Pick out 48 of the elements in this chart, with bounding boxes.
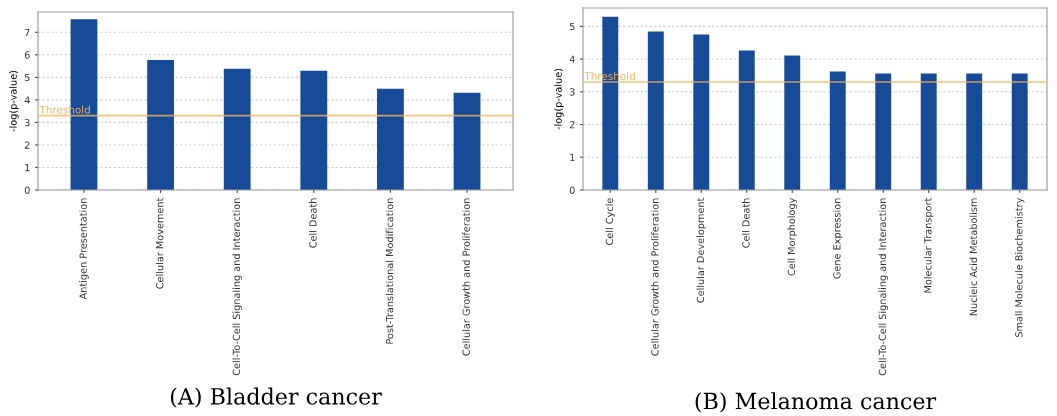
- y-tick-label: 7: [24, 28, 30, 36]
- y-tick-label: 0: [569, 186, 575, 194]
- bar: [693, 34, 710, 190]
- y-tick-label: 1: [25, 164, 30, 172]
- x-tick-label: Cellular Growth and Proliferation: [651, 198, 659, 356]
- bar: [738, 50, 755, 190]
- x-tick-label: Antigen Presentation: [79, 198, 89, 300]
- text: (B) Melanoma cancer: [695, 392, 937, 413]
- y-tick-label: 0: [24, 186, 30, 194]
- bar: [223, 68, 251, 190]
- y-tick-label: 3: [569, 88, 575, 96]
- x-tick-label: Small Molecule Biochemistry: [1015, 197, 1025, 337]
- x-tick-label: Cellular Development: [696, 197, 706, 303]
- x-tick-label: Cell-To-Cell Signaling and Interaction: [232, 198, 242, 376]
- y-tick-label: 4: [24, 96, 30, 104]
- x-tick-label: Cell-To-Cell Signaling and Interaction: [878, 198, 888, 376]
- y-tick-label: 2: [24, 141, 30, 149]
- x-tick-label: Cell Death: [742, 198, 750, 248]
- x-tick-label: Cellular Movement: [155, 197, 164, 289]
- x-tick-label: Post-Translational Modification: [385, 198, 394, 344]
- y-tick-label: 2: [569, 121, 575, 129]
- x-tick-label: Gene Expression: [833, 198, 843, 279]
- bar: [300, 70, 328, 190]
- bar: [1011, 73, 1028, 190]
- y-tick-label: 6: [24, 51, 30, 59]
- x-tick-label: Cell Cycle: [605, 198, 615, 245]
- y-axis-title: -log(p-value): [554, 68, 564, 130]
- y-axis-title: -log(p-value): [9, 70, 19, 132]
- text: (A) Bladder cancer: [170, 387, 382, 408]
- bar: [647, 31, 664, 190]
- y-tick-label: 5: [569, 22, 575, 31]
- x-tick-label: Cell Death: [309, 198, 317, 248]
- bar: [377, 88, 404, 190]
- y-tick-label: 1: [570, 153, 575, 161]
- x-tick-label: Cell Morphology: [787, 197, 797, 276]
- y-tick-label: 5: [24, 73, 30, 82]
- x-tick-label: Molecular Transport: [924, 197, 934, 293]
- bar: [453, 92, 481, 190]
- x-tick-label: Cellular Growth and Proliferation: [462, 198, 470, 356]
- y-tick-label: 3: [24, 118, 30, 127]
- bar: [147, 59, 174, 190]
- bar: [829, 71, 846, 190]
- y-tick-label: 4: [569, 55, 575, 63]
- bar: [875, 73, 892, 190]
- bar: [784, 55, 801, 190]
- x-tick-label: Nucleic Acid Metabolism: [969, 198, 978, 316]
- bar: [920, 73, 937, 190]
- bar: [966, 73, 983, 190]
